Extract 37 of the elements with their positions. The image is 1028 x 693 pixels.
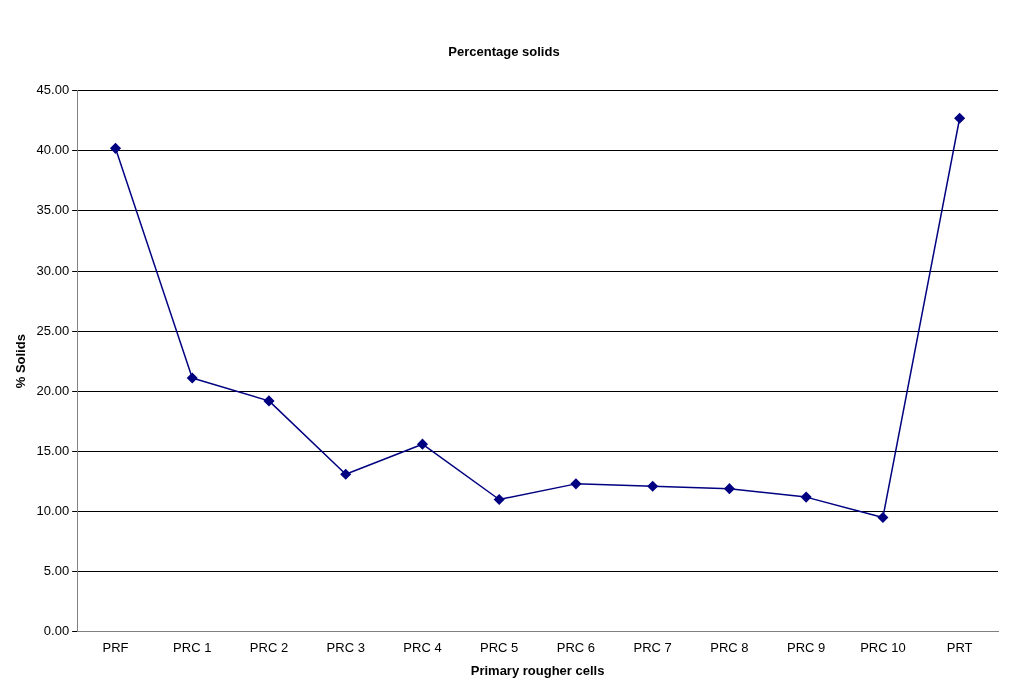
- x-tick-label: PRC 6: [556, 640, 596, 656]
- y-tick-label: 5.00: [43, 563, 70, 579]
- y-tick-label: 0.00: [43, 623, 70, 639]
- point: [263, 395, 275, 407]
- x-tick-label: PRC 10: [860, 640, 906, 656]
- point: [417, 438, 428, 450]
- x-tick-label: PRC 1: [173, 640, 212, 656]
- point: [570, 478, 582, 490]
- y-tick-label: 10.00: [36, 503, 70, 519]
- x-tick-label: PRC 8: [710, 640, 749, 656]
- x-tick-label: PRC 4: [403, 640, 442, 656]
- x-tick-label: PRC 5: [480, 640, 519, 656]
- point: [724, 483, 735, 494]
- y-tick-label: 45.00: [36, 82, 70, 98]
- y-tick-label: 30.00: [36, 262, 70, 278]
- point: [110, 143, 121, 154]
- x-tick-label: PRC 7: [633, 640, 672, 656]
- y-tick-label: 25.00: [36, 322, 70, 338]
- y-tick-label: 40.00: [36, 142, 70, 158]
- y-tick-label: 15.00: [36, 442, 70, 458]
- x-tick-label: PRC 9: [787, 640, 826, 656]
- x-axis-title: Primary rougher cells: [470, 662, 605, 678]
- x-tick-label: PRF: [102, 640, 129, 656]
- point: [877, 512, 889, 523]
- point: [800, 491, 812, 503]
- x-tick-label: PRT: [946, 640, 973, 656]
- x-tick-label: PRC 3: [326, 640, 365, 656]
- point: [647, 481, 658, 492]
- x-tick-label: PRC 2: [249, 640, 289, 656]
- point: [493, 494, 505, 505]
- point: [954, 113, 965, 124]
- point: [340, 469, 351, 480]
- point: [186, 372, 198, 384]
- y-tick-label: 35.00: [36, 202, 70, 218]
- y-axis-title: % Solids: [13, 334, 29, 389]
- y-tick-label: 20.00: [36, 382, 70, 398]
- chart-title: Percentage solids: [448, 44, 560, 60]
